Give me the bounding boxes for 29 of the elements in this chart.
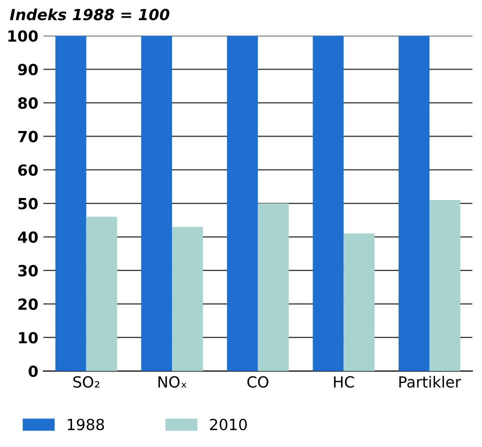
x-tick-label: SO₂	[73, 376, 100, 388]
bar	[258, 203, 289, 372]
y-tick-label: 0	[28, 365, 38, 378]
y-tick-label: 10	[18, 332, 38, 344]
bar	[344, 234, 375, 372]
bar	[86, 216, 118, 372]
legend-label: 2010	[210, 418, 247, 430]
x-tick-label: Partikler	[399, 376, 462, 388]
y-tick-label: 30	[18, 264, 38, 276]
x-tick-label: NOₓ	[158, 376, 186, 388]
x-tick-label: CO	[247, 376, 268, 388]
bar	[398, 36, 430, 372]
y-tick-label: 70	[18, 130, 38, 142]
y-tick-label: 50	[18, 198, 38, 210]
y-tick-label: 40	[18, 231, 38, 243]
bar	[172, 226, 203, 372]
bar	[55, 36, 86, 372]
bar	[429, 200, 460, 372]
legend-label: 1988	[68, 418, 104, 430]
y-axis-title: Indeks 1988 = 100	[10, 8, 170, 20]
y-tick-label: 60	[18, 164, 38, 176]
y-tick-label: 20	[18, 298, 38, 310]
y-tick-label: 80	[18, 97, 38, 109]
bar	[312, 36, 344, 372]
y-tick-label: 100	[8, 30, 38, 42]
x-tick-label: HC	[334, 376, 354, 388]
bar	[226, 36, 258, 372]
bar	[141, 36, 172, 372]
y-tick-label: 90	[18, 64, 38, 76]
